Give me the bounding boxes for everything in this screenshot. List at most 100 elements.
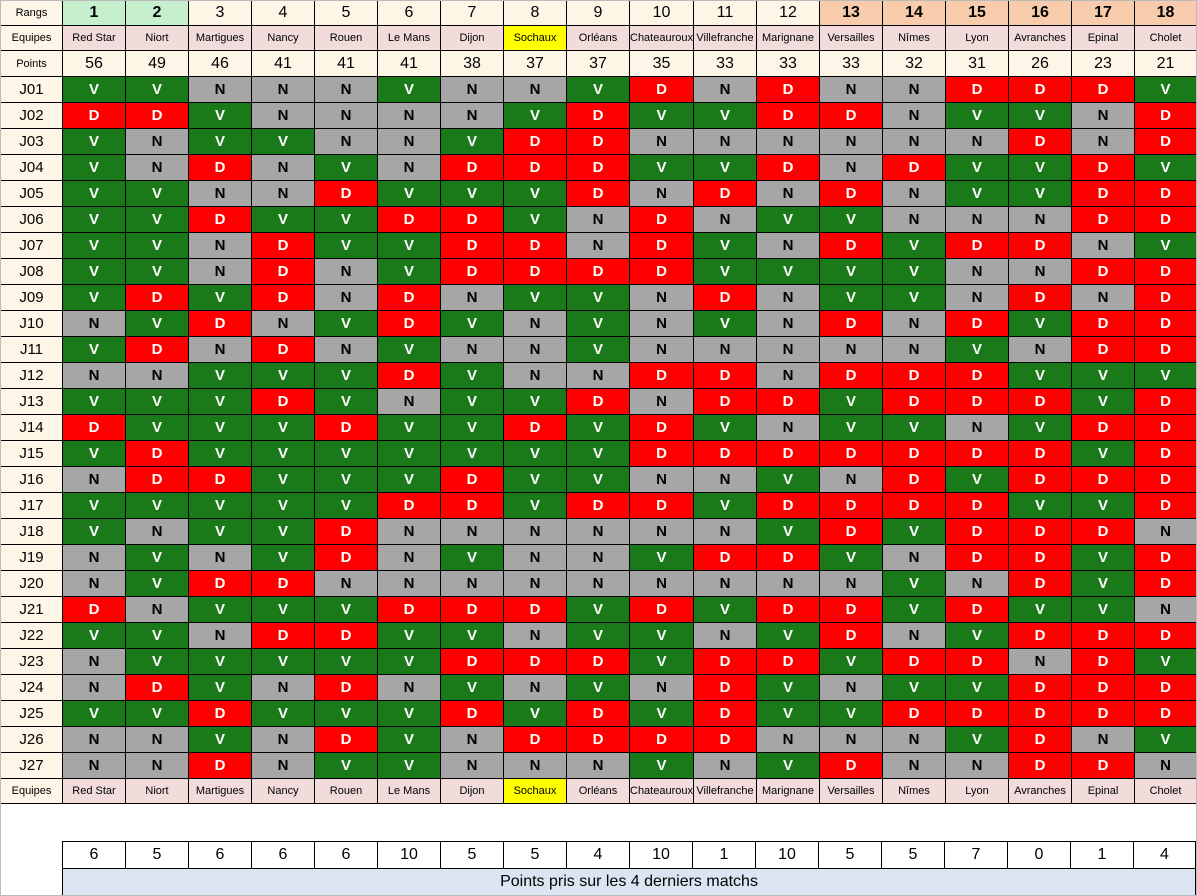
result-cell[interactable]: D bbox=[251, 284, 315, 311]
result-cell[interactable]: D bbox=[819, 440, 883, 467]
team-cell[interactable]: Niort bbox=[125, 778, 189, 804]
result-cell[interactable]: N bbox=[566, 362, 630, 389]
result-cell[interactable]: N bbox=[1071, 102, 1135, 129]
rank-cell[interactable]: 5 bbox=[314, 0, 378, 26]
result-cell[interactable]: D bbox=[251, 570, 315, 597]
result-cell[interactable]: V bbox=[566, 336, 630, 363]
result-cell[interactable]: V bbox=[314, 596, 378, 623]
result-cell[interactable]: N bbox=[629, 310, 694, 337]
result-cell[interactable]: D bbox=[693, 440, 757, 467]
rank-cell[interactable]: 9 bbox=[566, 0, 630, 26]
result-cell[interactable]: D bbox=[503, 648, 567, 675]
last4-cell[interactable]: 5 bbox=[440, 841, 504, 869]
result-cell[interactable]: N bbox=[440, 752, 504, 779]
result-cell[interactable]: V bbox=[188, 440, 252, 467]
result-cell[interactable]: V bbox=[945, 102, 1009, 129]
result-cell[interactable]: V bbox=[125, 232, 189, 259]
result-cell[interactable]: V bbox=[62, 232, 126, 259]
result-cell[interactable]: V bbox=[1134, 154, 1197, 181]
result-cell[interactable]: D bbox=[1071, 154, 1135, 181]
result-cell[interactable]: N bbox=[756, 362, 820, 389]
rank-cell[interactable]: 14 bbox=[882, 0, 946, 26]
result-cell[interactable]: D bbox=[440, 258, 504, 285]
result-cell[interactable]: V bbox=[819, 544, 883, 571]
result-cell[interactable]: V bbox=[62, 492, 126, 519]
points-cell[interactable]: 33 bbox=[693, 50, 757, 77]
result-cell[interactable]: N bbox=[882, 336, 946, 363]
result-cell[interactable]: V bbox=[503, 466, 567, 493]
result-cell[interactable]: V bbox=[882, 258, 946, 285]
result-cell[interactable]: D bbox=[1008, 440, 1072, 467]
team-cell[interactable]: Rouen bbox=[314, 25, 378, 51]
result-cell[interactable]: V bbox=[1071, 362, 1135, 389]
result-cell[interactable]: V bbox=[125, 622, 189, 649]
result-cell[interactable]: N bbox=[62, 648, 126, 675]
result-cell[interactable]: V bbox=[1008, 180, 1072, 207]
team-cell[interactable]: Cholet bbox=[1134, 25, 1197, 51]
result-cell[interactable]: D bbox=[1134, 284, 1197, 311]
result-cell[interactable]: N bbox=[188, 622, 252, 649]
rank-cell[interactable]: 1 bbox=[62, 0, 126, 26]
result-cell[interactable]: N bbox=[503, 544, 567, 571]
result-cell[interactable]: V bbox=[882, 570, 946, 597]
result-cell[interactable]: V bbox=[188, 128, 252, 155]
result-cell[interactable]: D bbox=[1008, 284, 1072, 311]
rank-cell[interactable]: 8 bbox=[503, 0, 567, 26]
last4-cell[interactable]: 1 bbox=[1070, 841, 1134, 869]
result-cell[interactable]: D bbox=[1071, 700, 1135, 727]
result-cell[interactable]: N bbox=[503, 518, 567, 545]
result-cell[interactable]: N bbox=[882, 752, 946, 779]
result-cell[interactable]: D bbox=[503, 596, 567, 623]
result-cell[interactable]: D bbox=[693, 674, 757, 701]
result-cell[interactable]: D bbox=[945, 518, 1009, 545]
team-cell[interactable]: Chateauroux bbox=[629, 25, 694, 51]
result-cell[interactable]: V bbox=[819, 700, 883, 727]
result-cell[interactable]: D bbox=[819, 518, 883, 545]
result-cell[interactable]: D bbox=[1134, 544, 1197, 571]
result-cell[interactable]: V bbox=[377, 752, 441, 779]
result-cell[interactable]: N bbox=[566, 570, 630, 597]
result-cell[interactable]: D bbox=[188, 466, 252, 493]
result-cell[interactable]: V bbox=[1071, 596, 1135, 623]
result-cell[interactable]: V bbox=[251, 128, 315, 155]
result-cell[interactable]: D bbox=[629, 258, 694, 285]
result-cell[interactable]: V bbox=[440, 440, 504, 467]
result-cell[interactable]: N bbox=[1071, 726, 1135, 753]
result-cell[interactable]: D bbox=[251, 336, 315, 363]
result-cell[interactable]: D bbox=[819, 232, 883, 259]
result-cell[interactable]: D bbox=[1134, 336, 1197, 363]
result-cell[interactable]: D bbox=[377, 362, 441, 389]
result-cell[interactable]: D bbox=[1008, 76, 1072, 103]
result-cell[interactable]: V bbox=[125, 492, 189, 519]
result-cell[interactable]: V bbox=[62, 700, 126, 727]
result-cell[interactable]: N bbox=[756, 310, 820, 337]
result-cell[interactable]: V bbox=[314, 388, 378, 415]
result-cell[interactable]: V bbox=[1008, 102, 1072, 129]
last4-cell[interactable]: 5 bbox=[503, 841, 567, 869]
team-cell[interactable]: Marignane bbox=[756, 25, 820, 51]
result-cell[interactable]: D bbox=[440, 648, 504, 675]
result-cell[interactable]: N bbox=[188, 336, 252, 363]
result-cell[interactable]: D bbox=[693, 362, 757, 389]
result-cell[interactable]: N bbox=[62, 466, 126, 493]
result-cell[interactable]: D bbox=[440, 466, 504, 493]
result-cell[interactable]: V bbox=[503, 284, 567, 311]
result-cell[interactable]: D bbox=[314, 544, 378, 571]
result-cell[interactable]: D bbox=[440, 492, 504, 519]
result-cell[interactable]: N bbox=[566, 752, 630, 779]
result-cell[interactable]: N bbox=[756, 128, 820, 155]
result-cell[interactable]: V bbox=[693, 258, 757, 285]
result-cell[interactable]: N bbox=[125, 726, 189, 753]
result-cell[interactable]: V bbox=[1008, 414, 1072, 441]
result-cell[interactable]: V bbox=[314, 362, 378, 389]
result-cell[interactable]: D bbox=[756, 492, 820, 519]
result-cell[interactable]: V bbox=[1008, 596, 1072, 623]
team-cell[interactable]: Nîmes bbox=[882, 778, 946, 804]
result-cell[interactable]: V bbox=[377, 726, 441, 753]
result-cell[interactable]: D bbox=[566, 700, 630, 727]
result-cell[interactable]: V bbox=[314, 700, 378, 727]
result-cell[interactable]: D bbox=[629, 362, 694, 389]
result-cell[interactable]: D bbox=[1071, 180, 1135, 207]
result-cell[interactable]: N bbox=[945, 206, 1009, 233]
result-cell[interactable]: V bbox=[882, 674, 946, 701]
